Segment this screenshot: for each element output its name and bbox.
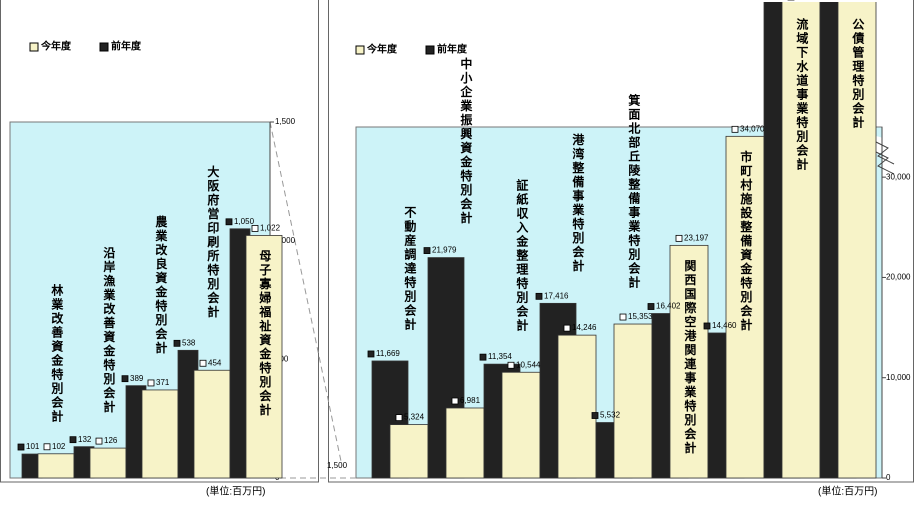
bar: [501, 371, 541, 479]
y-tick-label: 30,000: [886, 172, 911, 181]
value-label: 101: [26, 442, 40, 451]
bar: [37, 453, 75, 479]
unit-label: (単位:百万円): [818, 485, 877, 498]
value-label-icon: [731, 125, 739, 133]
value-label: 21,979: [432, 246, 457, 255]
unit-label: (単位:百万円): [206, 485, 265, 498]
value-label: 14,460: [712, 321, 737, 330]
value-label-icon: [563, 324, 571, 332]
value-label-icon: [367, 350, 375, 358]
legend-label: 前年度: [437, 43, 468, 56]
legend-label: 前年度: [111, 40, 142, 53]
value-label-icon: [591, 412, 599, 419]
value-label: 538: [182, 338, 196, 347]
value-label: 454: [208, 358, 222, 367]
y-tick-label: 0: [886, 473, 891, 482]
bar: [141, 389, 179, 479]
y-tick-label: 20,000: [886, 273, 911, 282]
value-label-icon: [69, 436, 77, 444]
value-label-icon: [225, 218, 233, 226]
value-label: 15,353: [628, 312, 653, 321]
value-label: 11,354: [488, 352, 512, 361]
value-label-icon: [147, 379, 155, 387]
bar: [837, 2, 877, 479]
bar: [725, 135, 765, 479]
bars: [371, 2, 877, 479]
value-label: 389: [130, 374, 144, 383]
y-tick-label: 1,000: [275, 236, 296, 245]
value-label: 14,246: [572, 323, 597, 332]
value-label-icon: [423, 247, 431, 254]
value-label: 102: [52, 442, 66, 451]
value-label-icon: [535, 292, 543, 300]
category-label: 母子寡婦福祉資金特別会計: [258, 249, 272, 417]
value-label-icon: [395, 414, 403, 422]
value-label: 1,050: [234, 217, 255, 226]
bar: [557, 334, 597, 479]
legend-swatch: [425, 45, 435, 55]
bar: [781, 2, 821, 479]
value-label-icon: [647, 303, 655, 310]
bars: [21, 228, 283, 479]
value-label-icon: [507, 361, 515, 369]
value-label: 5,532: [600, 411, 621, 420]
category-label: 沿岸漁業改善資金特別会計: [102, 246, 116, 414]
zoom-line: [269, 121, 343, 467]
bar: [445, 407, 485, 479]
legend-swatch: [355, 45, 365, 55]
value-label: 23,197: [684, 233, 709, 242]
category-label: 中小企業振興資金特別会計: [459, 56, 473, 225]
value-label: 126: [104, 436, 118, 445]
value-label-icon: [43, 443, 51, 451]
value-label: 11,669: [376, 349, 400, 358]
bar: [193, 369, 231, 479]
category-label: 公債管理特別会計: [851, 18, 865, 130]
category-label: 林業改善資金特別会計: [50, 282, 64, 423]
category-label: 箕面北部丘陵整備事業特別会計: [627, 93, 641, 290]
legend-label: 今年度: [366, 43, 398, 56]
value-label: 132: [78, 435, 92, 444]
value-label-icon: [199, 359, 207, 367]
bar: [613, 323, 653, 479]
bar: [389, 424, 429, 479]
value-label: 10,544: [516, 360, 541, 369]
category-label: 証紙収入金整理特別会計: [515, 178, 529, 333]
value-label-icon: [619, 313, 627, 321]
value-label-icon: [703, 322, 711, 330]
value-label-icon: [95, 437, 103, 445]
value-label: 5,324: [404, 413, 425, 422]
value-label-icon: [479, 353, 487, 361]
inset-label: 1,500: [327, 461, 348, 470]
value-label-icon: [251, 225, 259, 232]
value-label-icon: [451, 397, 459, 405]
value-label: 79,786: [796, 0, 821, 1]
category-label: 農業改良資金特別会計: [154, 214, 168, 355]
value-label: 17,416: [544, 291, 569, 300]
value-label-icon: [675, 234, 683, 242]
category-label: 港湾整備事業特別会計: [571, 132, 585, 273]
category-label: 大阪府営印刷所特別会計: [206, 164, 220, 319]
category-label: 市町村施設整備資金特別会計: [739, 149, 753, 332]
legend-swatch: [99, 42, 109, 52]
value-label-icon: [173, 339, 181, 347]
legend-swatch: [29, 42, 39, 52]
legend-label: 今年度: [40, 40, 72, 53]
value-label: 371: [156, 378, 170, 387]
value-label: 16,402: [656, 302, 681, 311]
category-label: 流域下水道事業特別会計: [795, 17, 809, 172]
category-label: 不動産調達特別会計: [403, 206, 417, 332]
value-label: 34,070: [740, 124, 765, 133]
y-tick-label: 1,500: [275, 117, 296, 126]
value-label: 6,981: [460, 396, 481, 405]
value-label-icon: [17, 443, 25, 451]
y-tick-label: 10,000: [886, 373, 911, 382]
value-label-icon: [121, 375, 129, 383]
category-label: 関西国際空港関連事業特別会計: [683, 259, 697, 455]
bar: [89, 447, 127, 479]
value-label: 1,022: [260, 224, 281, 233]
bar: [245, 235, 283, 479]
